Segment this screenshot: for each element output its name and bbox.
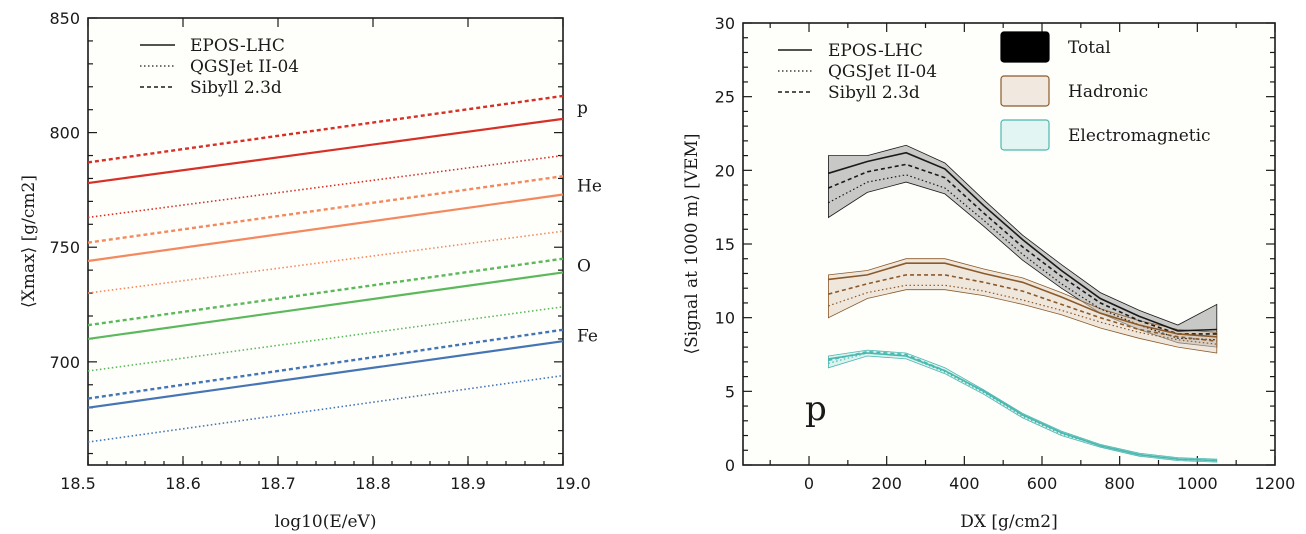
y-tick-label: 25 [715,88,735,107]
primary-label: p [805,389,827,429]
y-tick-label: 10 [715,309,735,328]
x-tick-label: 18.7 [260,474,296,493]
legend-label: Hadronic [1068,82,1148,102]
y-axis-label: ⟨Xmax⟩ [g/cm2] [19,175,39,308]
x-tick-label: 600 [1027,474,1058,493]
x-tick-label: 18.6 [165,474,201,493]
x-tick-label: 800 [1104,474,1135,493]
legend-swatch [1000,119,1050,151]
legend-swatch [1000,75,1050,107]
x-tick-label: 1000 [1177,474,1218,493]
legend-label: Sibyll 2.3d [828,83,920,103]
x-axis-label: DX [g/cm2] [960,512,1057,532]
series-label: p [577,98,588,118]
series-line [828,174,1217,341]
y-tick-label: 15 [715,235,735,254]
x-tick-label: 0 [804,474,814,493]
y-tick-label: 750 [49,238,80,257]
series-line [828,262,1217,338]
series-line [87,117,564,185]
plot-area [87,17,564,466]
x-tick-label: 18.9 [450,474,486,493]
series-line [828,350,1217,462]
xmax-chart: 18.5 18.6 18.7 18.8 18.9 19.0 700 750 800 850 log1… [19,9,602,532]
legend-label: Total [1068,38,1111,58]
series-line [87,94,564,164]
series-line [87,193,564,263]
legend-label: EPOS-LHC [190,36,285,56]
legend-label: QGSJet II-04 [190,57,299,77]
x-axis-label: log10(E/eV) [275,512,377,532]
y-tick-label: 5 [725,382,735,401]
y-axis-label: ⟨Signal at 1000 m⟩ [VEM] [682,133,702,354]
y-tick-label: 0 [725,456,735,475]
legend-label: Sibyll 2.3d [190,78,282,98]
x-tick-label: 19.0 [555,474,591,493]
y-tick-label: 850 [49,9,80,28]
legend-label: EPOS-LHC [828,41,923,61]
series-label: Fe [577,326,598,346]
x-tick-label: 18.8 [355,474,391,493]
x-tick-label: 18.5 [60,474,96,493]
x-tick-label: 400 [949,474,980,493]
y-tick-label: 800 [49,124,80,143]
series-line [87,257,564,327]
y-tick-label: 20 [715,161,735,180]
series-line [87,174,564,244]
x-tick-label: 200 [871,474,902,493]
series-line [828,284,1217,345]
series-line [828,274,1217,342]
legend-swatch [1000,31,1050,63]
x-tick-label: 1200 [1255,474,1296,493]
signal-chart: 0 200 400 600 800 1000 1200 0 5 10 15 20 25 30 DX [g/c… [682,14,1295,532]
series-line [828,163,1217,335]
series-line [828,151,1217,332]
y-tick-label: 700 [49,353,80,372]
y-tick-label: 30 [715,14,735,33]
legend-label: QGSJet II-04 [828,62,937,82]
series-line [87,328,564,400]
series-line [87,340,564,409]
uncertainty-band [828,349,1218,463]
series-line [87,271,564,341]
legend-label: Electromagnetic [1068,126,1211,146]
series-label: O [577,257,591,277]
series-label: He [577,176,602,196]
uncertainty-band [828,258,1218,354]
